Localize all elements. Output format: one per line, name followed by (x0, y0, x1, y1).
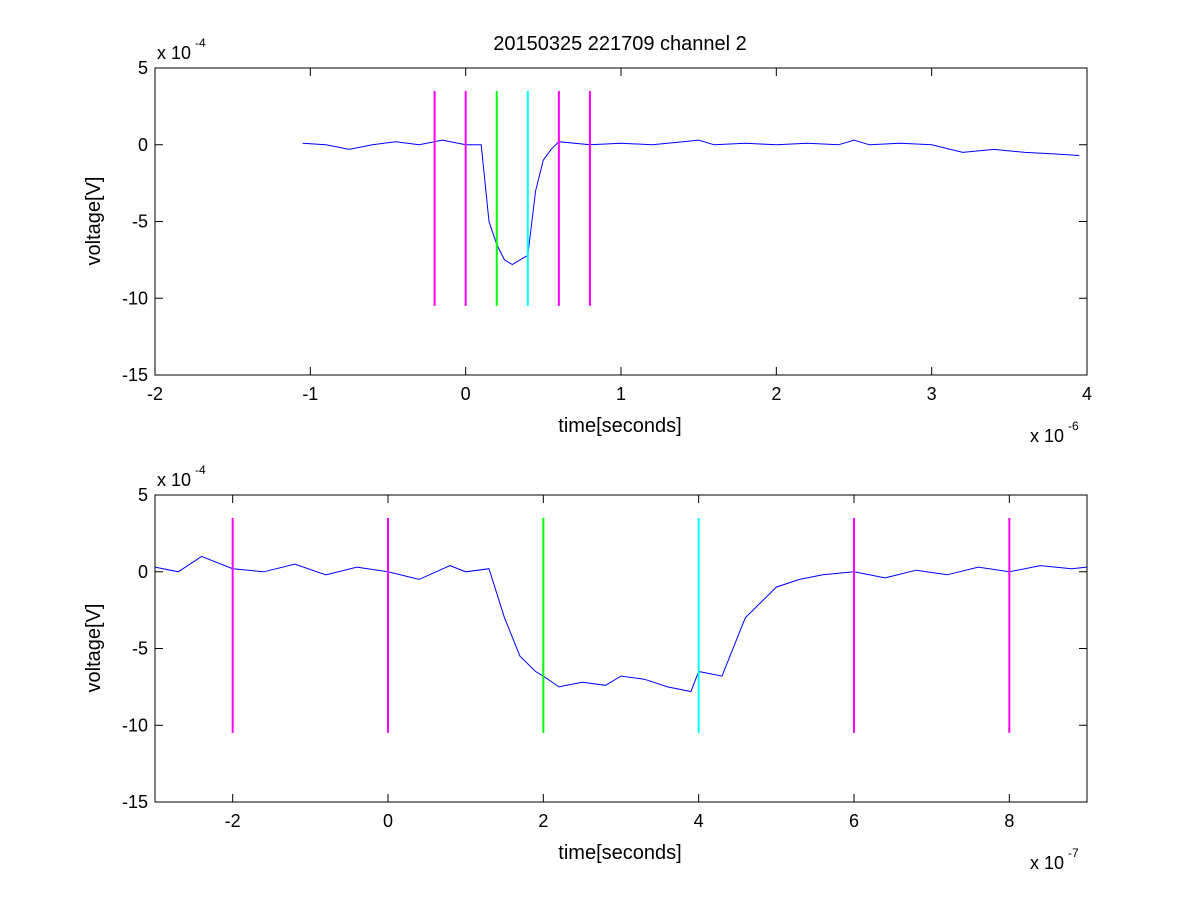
top-plot-y-scale-exponent: -4 (195, 36, 206, 50)
top-plot-xlabel: time[seconds] (558, 415, 681, 437)
bottom-plot-ytick-label: -5 (132, 639, 148, 659)
bottom-plot-xtick-label: 0 (383, 811, 393, 831)
bottom-plot-xtick-label: 4 (694, 811, 704, 831)
top-plot-ticks-layer: -2 -1 0 1 2 3 4-15-10-505 (122, 58, 1092, 404)
top-plot-xtick-label: 3 (927, 384, 937, 404)
bottom-plot-ytick-label: 5 (138, 485, 148, 505)
bottom-plot-markers-layer (231, 518, 1011, 733)
top-plot-ytick-label: -5 (132, 212, 148, 232)
top-plot-xtick-label: -1 (302, 384, 318, 404)
top-plot: 20150325 221709 channel 2 -2 -1 0 1 2 3 4-15-1… (83, 33, 1092, 446)
bottom-plot-y-scale-exponent: -4 (195, 463, 206, 477)
bottom-plot: -2 0 2 4 6 8 -15 -10 -5 0 5 time[seconds] voltage[… (83, 463, 1088, 873)
top-plot-ytick-label: -15 (122, 365, 148, 385)
bottom-plot-xlabel: time[seconds] (558, 842, 681, 864)
bottom-plot-y-scale-label: x 10 (157, 470, 191, 490)
bottom-plot-ticks-layer: -2 0 2 4 6 8 -15 -10 -5 0 5 (122, 485, 1087, 831)
top-plot-xtick-label: -2 (147, 384, 163, 404)
top-plot-ytick-label: -10 (122, 288, 148, 308)
top-plot-markers-layer (433, 91, 591, 306)
top-plot-y-scale-label: x 10 (157, 43, 191, 63)
top-plot-xtick-label: 4 (1082, 384, 1092, 404)
top-plot-xtick-label: 0 (461, 384, 471, 404)
top-plot-xtick-label: 1 (616, 384, 626, 404)
bottom-plot-x-scale-exponent: -7 (1068, 846, 1079, 860)
bottom-plot-ytick-label: 0 (138, 562, 148, 582)
bottom-plot-xtick-label: 2 (538, 811, 548, 831)
bottom-plot-xtick-label: 8 (1004, 811, 1014, 831)
bottom-plot-xtick-label: 6 (849, 811, 859, 831)
top-plot-x-scale-label: x 10 (1030, 426, 1064, 446)
top-plot-ylabel: voltage[V] (83, 177, 105, 266)
bottom-plot-x-scale-label: x 10 (1030, 853, 1064, 873)
bottom-plot-ylabel: voltage[V] (83, 604, 105, 693)
bottom-plot-series-line (154, 555, 1088, 693)
top-plot-ytick-label: 5 (138, 58, 148, 78)
top-plot-ytick-label: 0 (138, 135, 148, 155)
bottom-plot-xtick-label: -2 (225, 811, 241, 831)
top-plot-x-scale-exponent: -6 (1068, 419, 1079, 433)
bottom-plot-ytick-label: -15 (122, 792, 148, 812)
bottom-plot-data-layer (154, 555, 1088, 693)
top-plot-xtick-label: 2 (771, 384, 781, 404)
top-plot-title: 20150325 221709 channel 2 (493, 33, 747, 55)
bottom-plot-ytick-label: -10 (122, 715, 148, 735)
